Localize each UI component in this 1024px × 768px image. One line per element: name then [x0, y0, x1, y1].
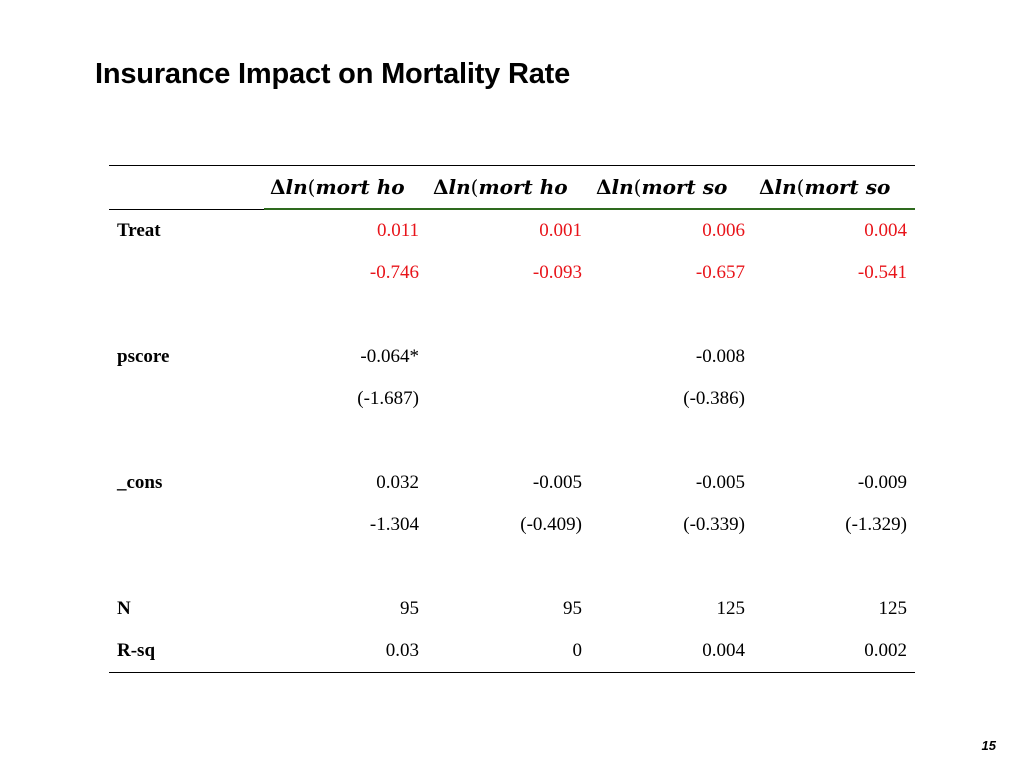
coefficient-cell — [753, 336, 915, 378]
tstat-cell: -0.093 — [532, 262, 582, 283]
table-top-rule — [109, 165, 915, 166]
coefficient-cell: -0.005 — [532, 472, 582, 493]
dependent-variable: mort so — [804, 175, 891, 199]
tstat-cell: (-1.329) — [845, 514, 907, 535]
dependent-variable: mort so — [641, 175, 728, 199]
column-header-4: Δln(mort so — [753, 166, 915, 210]
table-row-rsq: R-sq 0.03 0 0.004 0.002 — [109, 630, 915, 673]
delta-symbol: Δ — [596, 175, 612, 199]
coefficient-cell: 0.006 — [702, 220, 745, 241]
open-paren: ( — [633, 175, 642, 199]
tstat-cell: -0.657 — [695, 262, 745, 283]
row-label: N — [117, 598, 131, 619]
column-header-2: Δln(mort ho — [427, 166, 590, 210]
table-row-treat-tstat: -0.746 -0.093 -0.657 -0.541 — [109, 252, 915, 294]
page-number: 15 — [981, 738, 996, 753]
dependent-variable: mort ho — [478, 175, 568, 199]
column-header-1: Δln(mort ho — [264, 166, 427, 210]
tstat-cell — [753, 378, 915, 420]
delta-symbol: Δ — [270, 175, 286, 199]
ln-function: ln — [285, 175, 308, 199]
table-row-cons-tstat: -1.304 (-0.409) (-0.339) (-1.329) — [109, 504, 915, 546]
table-row-cons: _cons 0.032 -0.005 -0.005 -0.009 — [109, 462, 915, 504]
tstat-cell: (-0.409) — [520, 514, 582, 535]
coefficient-cell: 0.001 — [539, 220, 582, 241]
tstat-cell: -0.541 — [857, 262, 907, 283]
table-spacer-row — [109, 420, 915, 462]
table-row-treat: Treat 0.011 0.001 0.006 0.004 — [109, 209, 915, 252]
dependent-variable: mort ho — [315, 175, 405, 199]
table-row-pscore-tstat: (-1.687) (-0.386) — [109, 378, 915, 420]
row-label: R-sq — [109, 630, 264, 673]
open-paren: ( — [796, 175, 805, 199]
table-spacer-row — [109, 294, 915, 336]
table-header-row: Δln(mort ho Δln(mort ho Δln(mort so Δln(… — [109, 166, 915, 210]
tstat-cell: (-0.339) — [683, 514, 745, 535]
ln-function: ln — [774, 175, 797, 199]
ln-function: ln — [448, 175, 471, 199]
slide-title: Insurance Impact on Mortality Rate — [95, 58, 571, 90]
stat-cell: 0.004 — [590, 630, 753, 673]
coefficient-cell — [427, 336, 590, 378]
coefficient-cell: -0.064* — [360, 346, 419, 367]
stat-cell: 0 — [427, 630, 590, 673]
stat-cell: 95 — [563, 598, 582, 619]
header-blank-cell — [109, 166, 264, 210]
table-row-n: N 95 95 125 125 — [109, 588, 915, 630]
row-label: pscore — [117, 346, 170, 367]
tstat-cell — [427, 378, 590, 420]
table-row-pscore: pscore -0.064* -0.008 — [109, 336, 915, 378]
row-label: _cons — [117, 472, 163, 493]
coefficient-cell: -0.005 — [695, 472, 745, 493]
stat-cell: 0.002 — [753, 630, 915, 673]
row-label — [109, 378, 264, 420]
column-header-3: Δln(mort so — [590, 166, 753, 210]
tstat-cell: -1.304 — [369, 514, 419, 535]
table-spacer-row — [109, 546, 915, 588]
tstat-cell: (-0.386) — [683, 388, 745, 409]
open-paren: ( — [307, 175, 316, 199]
open-paren: ( — [470, 175, 479, 199]
coefficient-cell: 0.032 — [376, 472, 419, 493]
ln-function: ln — [611, 175, 634, 199]
delta-symbol: Δ — [759, 175, 775, 199]
row-label: Treat — [117, 219, 161, 241]
coefficient-cell: -0.008 — [695, 346, 745, 367]
stat-cell: 95 — [400, 598, 419, 619]
tstat-cell: (-1.687) — [357, 388, 419, 409]
stat-cell: 125 — [878, 598, 908, 619]
row-label — [109, 252, 264, 294]
coefficient-cell: 0.011 — [376, 220, 419, 241]
coefficient-cell: -0.009 — [857, 472, 907, 493]
stat-cell: 125 — [716, 598, 746, 619]
delta-symbol: Δ — [433, 175, 449, 199]
coefficient-cell: 0.004 — [864, 220, 907, 241]
row-label — [109, 504, 264, 546]
regression-table: Δln(mort ho Δln(mort ho Δln(mort so Δln(… — [109, 165, 915, 673]
stat-cell: 0.03 — [264, 630, 427, 673]
tstat-cell: -0.746 — [369, 262, 419, 283]
